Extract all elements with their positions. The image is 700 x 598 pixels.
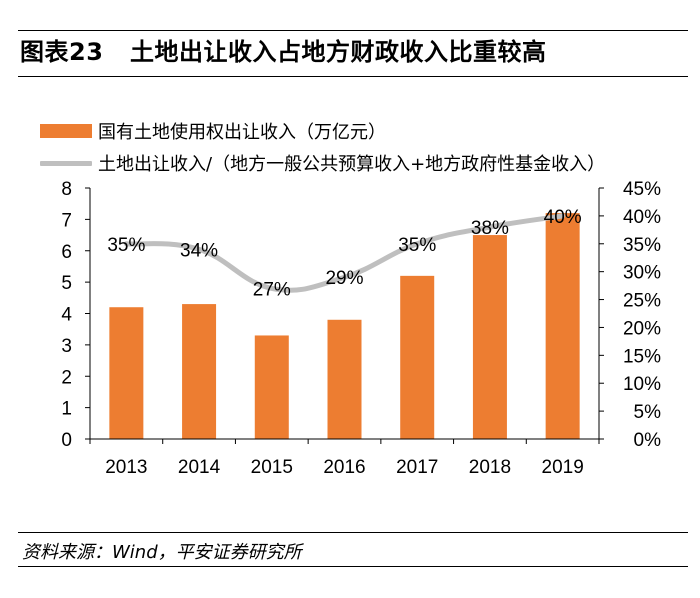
y-left-tick-label: 8	[61, 179, 72, 200]
y-right-tick-label: 30%	[623, 263, 661, 284]
y-left-tick-label: 1	[61, 399, 72, 420]
title-text: 土地出让收入占地方财政收入比重较高	[130, 38, 547, 66]
x-tick-label: 2015	[251, 457, 293, 478]
top-rule	[18, 30, 688, 31]
y-left-tick-label: 4	[61, 305, 72, 326]
ratio-data-label: 40%	[544, 207, 582, 228]
x-tick-label: 2018	[469, 457, 511, 478]
x-tick-label: 2019	[542, 457, 584, 478]
y-left-tick-label: 7	[61, 210, 72, 231]
ratio-data-label: 35%	[107, 235, 145, 256]
figure-number: 图表23	[20, 38, 104, 66]
y-right-tick-label: 45%	[623, 179, 661, 200]
y-right-tick-label: 0%	[634, 430, 662, 451]
bar-2016	[327, 319, 362, 439]
y-right-tick-label: 5%	[634, 402, 662, 423]
y-left-tick-label: 2	[61, 367, 72, 388]
bar-2013	[109, 307, 144, 439]
y-left-tick-label: 6	[61, 242, 72, 263]
chart-title: 图表23 土地出让收入占地方财政收入比重较高	[20, 32, 547, 67]
source-note: 资料来源：Wind，平安证券研究所	[22, 542, 302, 563]
x-tick-label: 2016	[323, 457, 365, 478]
bar-2019	[545, 213, 580, 439]
y-right-tick-label: 25%	[623, 291, 661, 312]
legend-line: 土地出让收入/（地方一般公共预算收入+地方政府性基金收入）	[40, 150, 605, 176]
y-right-tick-label: 20%	[623, 318, 661, 339]
legend-bar-label: 国有土地使用权出让收入（万亿元）	[98, 122, 386, 143]
bar-swatch	[40, 124, 92, 138]
line-swatch	[40, 160, 92, 166]
ratio-data-label: 38%	[471, 218, 509, 239]
y-right-tick-label: 10%	[623, 374, 661, 395]
x-tick-label: 2014	[178, 457, 221, 478]
title-rule	[18, 76, 688, 77]
x-tick-label: 2017	[396, 457, 438, 478]
y-left-tick-label: 5	[61, 273, 72, 294]
y-right-tick-label: 35%	[623, 235, 661, 256]
bar-2015	[254, 335, 289, 439]
bar-2018	[472, 235, 507, 439]
bar-2014	[182, 304, 217, 439]
y-right-tick-label: 15%	[623, 346, 661, 367]
ratio-data-label: 35%	[398, 235, 436, 256]
y-right-tick-label: 40%	[623, 207, 661, 228]
x-tick-label: 2013	[105, 457, 147, 478]
bottom-rule	[18, 566, 688, 567]
y-left-tick-label: 3	[61, 336, 72, 357]
y-left-tick-label: 0	[61, 430, 72, 451]
ratio-data-label: 29%	[325, 268, 363, 289]
legend-bar: 国有土地使用权出让收入（万亿元）	[40, 118, 386, 144]
bar-2017	[400, 275, 435, 439]
source-top-rule	[18, 532, 688, 533]
legend-line-label: 土地出让收入/（地方一般公共预算收入+地方政府性基金收入）	[98, 154, 606, 175]
ratio-data-label: 27%	[253, 279, 291, 300]
ratio-data-label: 34%	[180, 240, 218, 261]
